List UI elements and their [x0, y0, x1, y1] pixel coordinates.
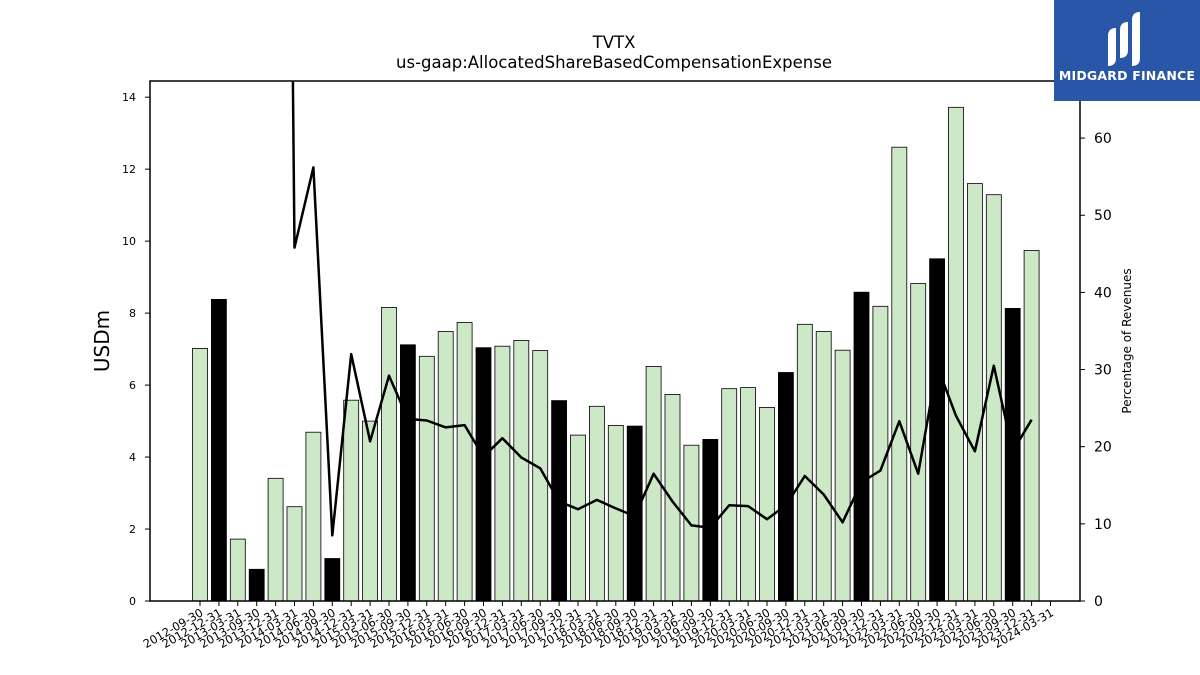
bar-2013-12-31 — [267, 477, 284, 602]
y-tick-label: 8 — [129, 307, 136, 320]
bar-2014-03-31 — [286, 506, 303, 602]
bar-2021-09-30 — [853, 291, 870, 602]
midgard-logo-mark-icon — [1108, 12, 1140, 66]
pct-line-group — [291, 81, 1033, 537]
bar-2015-06-30 — [381, 306, 397, 602]
y2-tick-label: 30 — [1094, 363, 1112, 379]
bar-2019-03-31 — [664, 393, 681, 602]
y2-tick-label: 20 — [1094, 440, 1112, 456]
y-tick-label: 4 — [129, 451, 136, 464]
pct-of-revenue-line — [291, 81, 1033, 537]
bar-2016-06-30 — [456, 322, 473, 602]
bar-2016-12-31 — [494, 345, 511, 602]
y-axis-label: USDm — [90, 310, 114, 372]
bar-2018-06-30 — [607, 424, 624, 602]
bar-2021-06-30 — [834, 349, 851, 602]
chart-subtitle: us-gaap:AllocatedShareBasedCompensationE… — [396, 53, 832, 72]
bar-2023-03-31 — [967, 183, 983, 602]
y2-axis-label: Percentage of Revenues — [1120, 268, 1134, 413]
y-tick-label: 10 — [122, 235, 136, 248]
bars — [192, 106, 1040, 602]
y2-tick-label: 60 — [1094, 131, 1112, 147]
bar-2012-09-30 — [192, 347, 208, 602]
bar-2015-09-30 — [399, 344, 416, 602]
y-tick-label: 12 — [122, 163, 136, 176]
y2-tick-label: 50 — [1094, 208, 1112, 224]
bar-2016-03-31 — [437, 331, 454, 602]
bar-2020-06-30 — [759, 406, 775, 602]
bar-2013-09-30 — [248, 568, 265, 602]
bar-2023-09-30 — [1004, 307, 1021, 602]
bar-2014-12-31 — [343, 399, 360, 602]
axes: 0246810121401020304050602012-09-302012-1… — [122, 80, 1112, 651]
bar-2015-03-31 — [362, 420, 379, 602]
bar-2022-09-30 — [929, 258, 945, 602]
bar-2013-03-31 — [229, 538, 246, 602]
bar-2014-09-30 — [324, 558, 341, 602]
y-tick-label: 14 — [122, 91, 136, 104]
bar-2020-09-30 — [778, 372, 794, 602]
chart-title: TVTX — [592, 33, 636, 52]
bar-2023-06-30 — [985, 194, 1002, 602]
y2-tick-label: 10 — [1094, 517, 1112, 533]
brand-name: MIDGARD FINANCE — [1058, 68, 1196, 83]
bar-2020-03-31 — [740, 387, 756, 602]
y2-tick-label: 0 — [1094, 594, 1103, 610]
y-tick-label: 2 — [129, 523, 136, 536]
bar-2016-09-30 — [475, 347, 492, 602]
bar-2017-12-31 — [570, 434, 586, 602]
brand-logo: MIDGARD FINANCE — [1054, 0, 1200, 101]
bar-2020-12-31 — [796, 323, 813, 602]
y-tick-label: 0 — [129, 595, 136, 608]
bar-2022-12-31 — [948, 106, 964, 602]
y2-tick-label: 40 — [1094, 285, 1112, 301]
bar-2019-06-30 — [683, 444, 700, 602]
bar-2023-12-31 — [1023, 250, 1040, 602]
bar-2021-03-31 — [815, 331, 832, 602]
y-tick-label: 6 — [129, 379, 136, 392]
bar-2015-12-31 — [418, 355, 435, 602]
bar-2012-12-31 — [210, 298, 227, 602]
plot-frame — [149, 80, 1081, 602]
bar-2017-03-31 — [513, 340, 530, 602]
bar-2014-06-30 — [305, 431, 322, 602]
bar-2022-03-31 — [891, 146, 908, 602]
bar-2019-12-31 — [721, 388, 738, 602]
